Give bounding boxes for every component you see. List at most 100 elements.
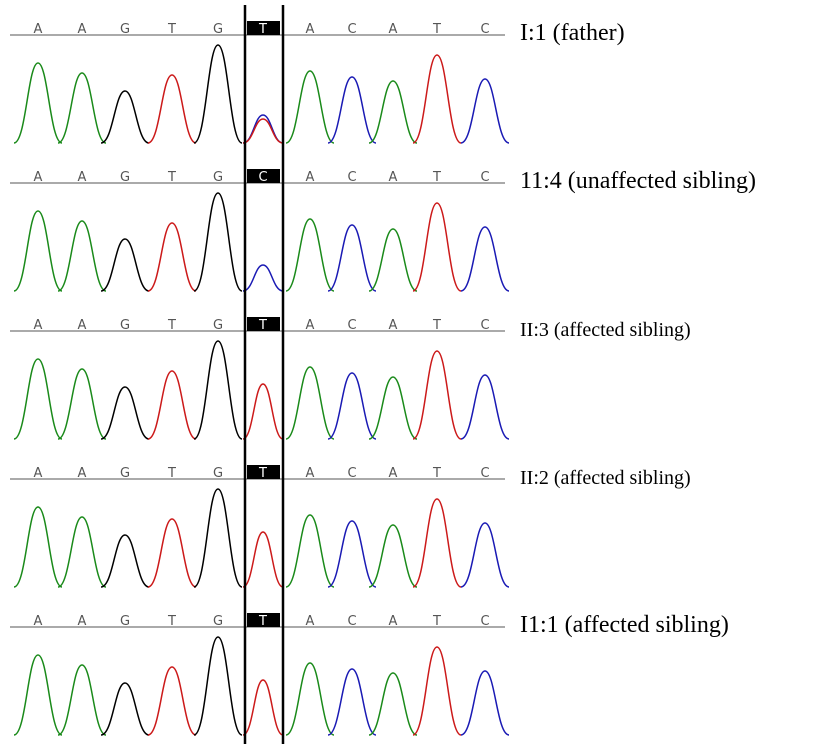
base-letter: C <box>480 22 489 37</box>
peak <box>58 369 106 439</box>
peak <box>58 517 106 587</box>
sample-label: II:3 (affected sibling) <box>520 319 691 341</box>
peak <box>328 225 376 291</box>
base-letter: C <box>347 22 356 37</box>
base-letter: T <box>167 22 176 37</box>
peak <box>328 373 376 439</box>
peak <box>413 55 461 143</box>
peak <box>286 663 334 735</box>
peak <box>286 367 334 439</box>
base-letter: A <box>78 170 87 185</box>
peak <box>101 683 149 735</box>
base-letter: C <box>480 170 489 185</box>
peak <box>243 119 283 143</box>
peak <box>286 219 334 291</box>
base-letter: A <box>389 170 398 185</box>
base-letter: G <box>120 170 130 185</box>
base-letter: C <box>347 614 356 629</box>
peak <box>194 637 242 735</box>
chromatogram-figure: AAGTGTACATCI:1 (father)AAGTGCACATC11:4 (… <box>0 0 835 744</box>
base-letter: A <box>389 22 398 37</box>
base-letter: A <box>389 466 398 481</box>
base-letter: T <box>167 170 176 185</box>
peak <box>413 499 461 587</box>
peak <box>369 229 417 291</box>
sample-label: I:1 (father) <box>520 20 625 46</box>
peak <box>461 79 509 143</box>
base-letter: T <box>258 466 267 481</box>
peak <box>369 81 417 143</box>
peak <box>14 507 62 587</box>
base-letter: G <box>120 22 130 37</box>
base-letter: G <box>213 466 223 481</box>
peak <box>461 227 509 291</box>
peak <box>194 45 242 143</box>
base-letter: A <box>306 22 315 37</box>
peak <box>101 91 149 143</box>
base-letter: A <box>306 614 315 629</box>
base-letter: T <box>432 466 441 481</box>
peak <box>461 375 509 439</box>
peak <box>58 73 106 143</box>
base-letter: A <box>78 318 87 333</box>
peak <box>194 193 242 291</box>
base-letter: A <box>389 318 398 333</box>
base-letter: T <box>432 318 441 333</box>
peak <box>101 387 149 439</box>
base-letter: A <box>306 170 315 185</box>
peak <box>58 665 106 735</box>
base-letter: G <box>213 22 223 37</box>
base-letter: A <box>34 466 43 481</box>
peak <box>369 673 417 735</box>
base-letter: C <box>347 318 356 333</box>
base-letter: G <box>213 170 223 185</box>
base-letter: G <box>120 466 130 481</box>
peak <box>194 341 242 439</box>
sample-label: I1:1 (affected sibling) <box>520 612 729 638</box>
base-letter: C <box>480 318 489 333</box>
base-letter: A <box>306 318 315 333</box>
base-letter: T <box>432 22 441 37</box>
peak <box>328 521 376 587</box>
peak <box>328 669 376 735</box>
base-letter: T <box>432 170 441 185</box>
panel: AAGTGTACATCII:3 (affected sibling) <box>10 317 691 439</box>
base-letter: A <box>389 614 398 629</box>
peak <box>148 371 196 439</box>
base-letter: A <box>306 466 315 481</box>
peak <box>148 223 196 291</box>
base-letter: C <box>480 466 489 481</box>
panel: AAGTGCACATC11:4 (unaffected sibling) <box>10 168 756 291</box>
base-letter: G <box>213 614 223 629</box>
peak <box>286 515 334 587</box>
peak <box>14 63 62 143</box>
base-letter: C <box>347 466 356 481</box>
peak <box>101 535 149 587</box>
peak <box>243 680 283 735</box>
base-letter: A <box>34 318 43 333</box>
peak <box>413 351 461 439</box>
panel: A A G T G T A C A T C I:1 (father) <box>10 20 625 143</box>
peak <box>243 384 283 439</box>
base-letter: A <box>78 466 87 481</box>
base-letter: A <box>34 22 43 37</box>
peak <box>243 532 283 587</box>
base-letter: C <box>347 170 356 185</box>
base-letter: A <box>78 22 87 37</box>
base-letter: T <box>167 614 176 629</box>
base-letter: A <box>78 614 87 629</box>
peak <box>461 523 509 587</box>
peak <box>148 75 196 143</box>
peak <box>148 519 196 587</box>
figure: AAGTGTACATCI:1 (father)AAGTGCACATC11:4 (… <box>0 0 835 744</box>
peak <box>328 77 376 143</box>
peak <box>58 221 106 291</box>
base-letter: C <box>480 614 489 629</box>
base-letter: T <box>258 22 267 37</box>
base-letter: A <box>34 614 43 629</box>
peak <box>243 265 283 291</box>
peak <box>14 655 62 735</box>
base-letter: T <box>167 318 176 333</box>
peak <box>413 647 461 735</box>
